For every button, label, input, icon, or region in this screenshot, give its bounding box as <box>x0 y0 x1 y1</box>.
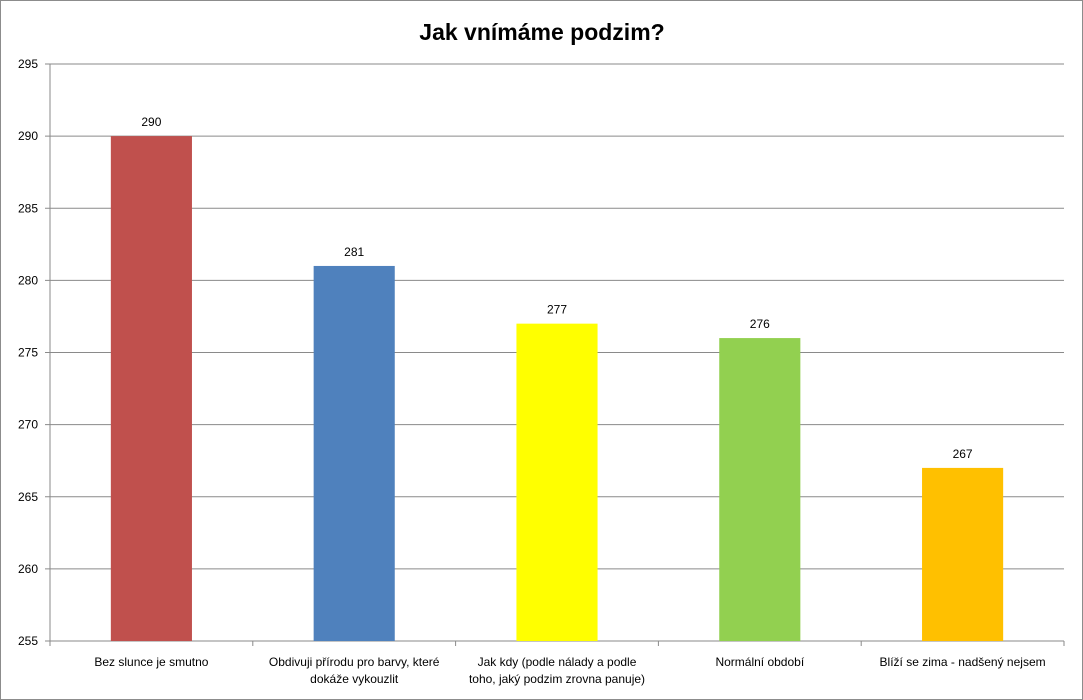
value-label: 267 <box>953 447 973 461</box>
value-label: 281 <box>344 245 364 259</box>
y-tick-label: 295 <box>18 57 38 71</box>
category-label: Jak kdy (podle nálady a podle <box>478 655 637 669</box>
category-label: Bez slunce je smutno <box>94 655 208 669</box>
chart-title: Jak vnímáme podzim? <box>419 19 664 45</box>
category-label: toho, jaký podzim zrovna panuje) <box>469 672 645 686</box>
bar <box>516 323 598 641</box>
value-label: 276 <box>750 317 770 331</box>
bar <box>922 467 1004 641</box>
y-tick-label: 260 <box>18 562 38 576</box>
y-tick-label: 280 <box>18 273 38 287</box>
bars <box>110 136 1004 641</box>
category-label: Blíží se zima - nadšený nejsem <box>880 655 1046 669</box>
bar <box>110 136 192 641</box>
bar <box>719 338 801 641</box>
category-label: dokáže vykouzlit <box>310 672 399 686</box>
y-tick-label: 265 <box>18 490 38 504</box>
value-label: 277 <box>547 303 567 317</box>
y-tick-label: 285 <box>18 201 38 215</box>
category-label: Obdivuji přírodu pro barvy, které <box>269 655 440 669</box>
bar <box>313 265 395 641</box>
category-label: Normální období <box>715 655 804 669</box>
y-tick-label: 275 <box>18 346 38 360</box>
data-labels: 290 281 277 276 267 <box>141 115 973 461</box>
value-label: 290 <box>141 115 161 129</box>
y-tick-label: 255 <box>18 634 38 648</box>
y-tick-label: 290 <box>18 129 38 143</box>
y-tick-label: 270 <box>18 418 38 432</box>
